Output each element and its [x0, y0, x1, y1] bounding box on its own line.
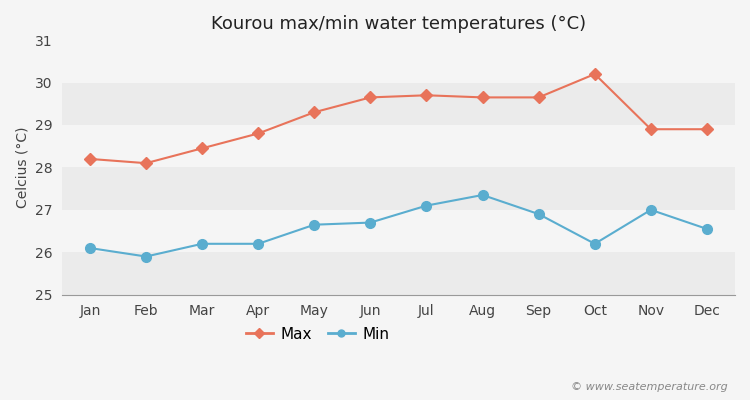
Line: Max: Max [86, 70, 711, 167]
Min [254, 241, 262, 246]
Bar [62, 40, 735, 82]
Bar [62, 168, 735, 210]
Max [590, 72, 599, 76]
Text: © www.seatemperature.org: © www.seatemperature.org [571, 382, 728, 392]
Min [590, 241, 599, 246]
Bar [62, 125, 735, 168]
Bar [62, 252, 735, 295]
Min [86, 246, 94, 250]
Line: Min: Min [85, 190, 712, 261]
Min [703, 226, 712, 231]
Min [310, 222, 319, 227]
Max [646, 127, 656, 132]
Max [703, 127, 712, 132]
Min [422, 203, 431, 208]
Max [254, 131, 262, 136]
Max [366, 95, 375, 100]
Min [142, 254, 151, 259]
Max [198, 146, 207, 151]
Y-axis label: Celcius (°C): Celcius (°C) [15, 127, 29, 208]
Min [646, 208, 656, 212]
Title: Kourou max/min water temperatures (°C): Kourou max/min water temperatures (°C) [211, 15, 586, 33]
Bar [62, 82, 735, 125]
Max [534, 95, 543, 100]
Min [534, 212, 543, 216]
Max [478, 95, 487, 100]
Legend: Max, Min: Max, Min [239, 321, 396, 348]
Max [86, 156, 94, 161]
Max [310, 110, 319, 115]
Min [366, 220, 375, 225]
Max [422, 93, 431, 98]
Max [142, 161, 151, 166]
Min [478, 192, 487, 197]
Bar [62, 210, 735, 252]
Min [198, 241, 207, 246]
